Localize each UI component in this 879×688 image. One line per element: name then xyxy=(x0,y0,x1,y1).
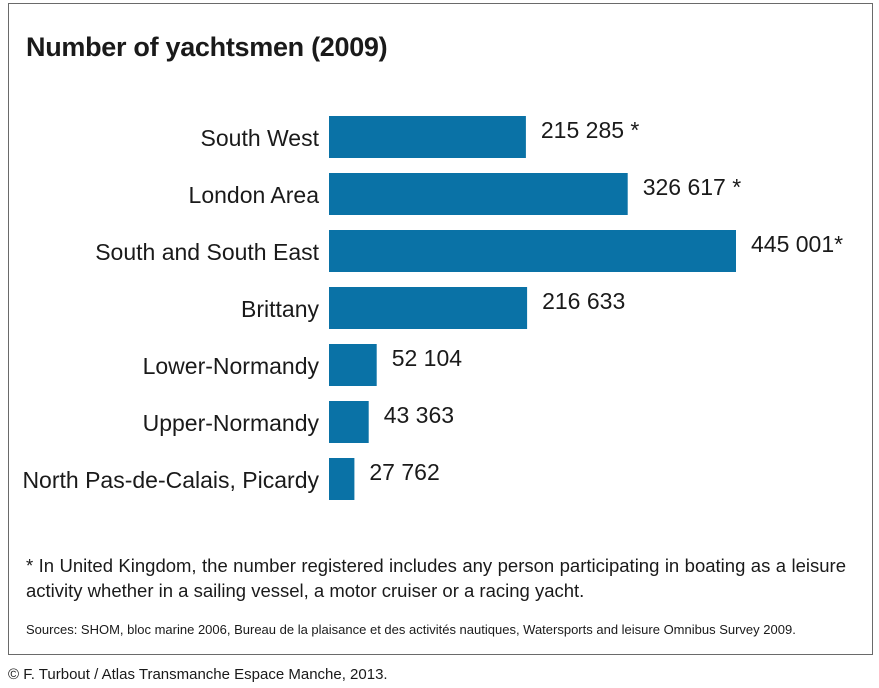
category-label-0: South West xyxy=(201,125,320,151)
bar-1 xyxy=(329,173,628,215)
copyright-note: © F. Turbout / Atlas Transmanche Espace … xyxy=(8,666,388,683)
value-label-4: 52 104 xyxy=(392,345,463,371)
bar-2 xyxy=(329,230,736,272)
category-label-6: North Pas-de-Calais, Picardy xyxy=(22,467,319,493)
value-label-6: 27 762 xyxy=(369,459,439,485)
category-label-2: South and South East xyxy=(95,239,319,265)
value-label-1: 326 617 * xyxy=(643,174,742,200)
value-label-5: 43 363 xyxy=(384,402,454,428)
bar-3 xyxy=(329,287,528,329)
bar-5 xyxy=(329,401,369,443)
category-label-1: London Area xyxy=(189,182,320,208)
bar-6 xyxy=(329,458,355,500)
value-label-3: 216 633 xyxy=(542,288,625,314)
bar-4 xyxy=(329,344,377,386)
bar-chart: South West 215 285 * London Area 326 617 * S… xyxy=(22,116,843,500)
value-label-0: 215 285 * xyxy=(541,117,640,143)
sources-note: Sources: SHOM, bloc marine 2006, Bureau … xyxy=(26,622,796,637)
category-label-3: Brittany xyxy=(241,296,319,322)
footnote: * In United Kingdom, the number register… xyxy=(26,555,846,601)
category-label-5: Upper-Normandy xyxy=(143,410,320,436)
chart-title: Number of yachtsmen (2009) xyxy=(26,32,388,62)
bar-0 xyxy=(329,116,526,158)
category-label-4: Lower-Normandy xyxy=(143,353,320,379)
chart-frame xyxy=(8,3,873,655)
value-label-2: 445 001* xyxy=(751,231,843,257)
